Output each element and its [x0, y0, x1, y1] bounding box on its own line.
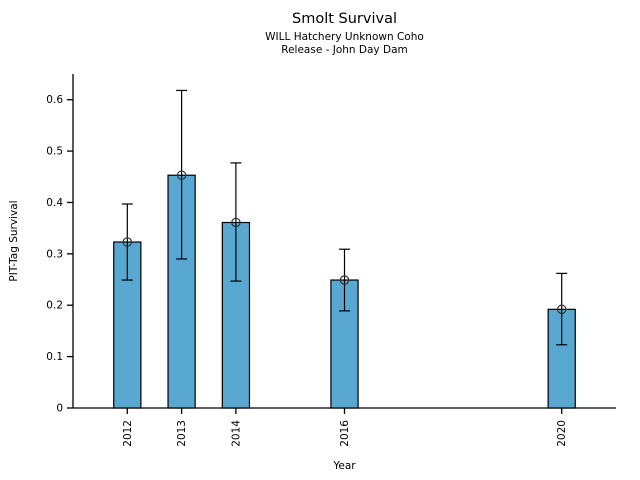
y-tick-label: 0.1	[46, 351, 63, 363]
x-tick-label-2014: 2014	[230, 420, 242, 447]
y-tick-label: 0.2	[46, 300, 63, 312]
marker-2016	[339, 275, 350, 285]
y-tick-label: 0.6	[46, 94, 63, 106]
marker-2012	[122, 237, 133, 247]
x-tick-label-2020: 2020	[556, 420, 568, 447]
y-tick-label: 0.4	[46, 197, 63, 209]
x-axis-label: Year	[333, 460, 356, 472]
x-tick-label-2013: 2013	[176, 420, 188, 447]
y-tick-label: 0	[56, 403, 63, 415]
x-tick-label-2012: 2012	[122, 420, 134, 447]
marker-2014	[231, 217, 241, 228]
marker-2013	[176, 170, 187, 181]
y-tick-label: 0.3	[46, 248, 63, 260]
chart-subtitle-line1: WILL Hatchery Unknown Coho	[265, 31, 424, 43]
chart-subtitle-line2: Release - John Day Dam	[281, 44, 408, 56]
x-tick-label-2016: 2016	[339, 420, 351, 447]
y-tick-label: 0.5	[46, 146, 63, 158]
chart-title: Smolt Survival	[292, 11, 397, 27]
marker-2020	[556, 304, 567, 315]
